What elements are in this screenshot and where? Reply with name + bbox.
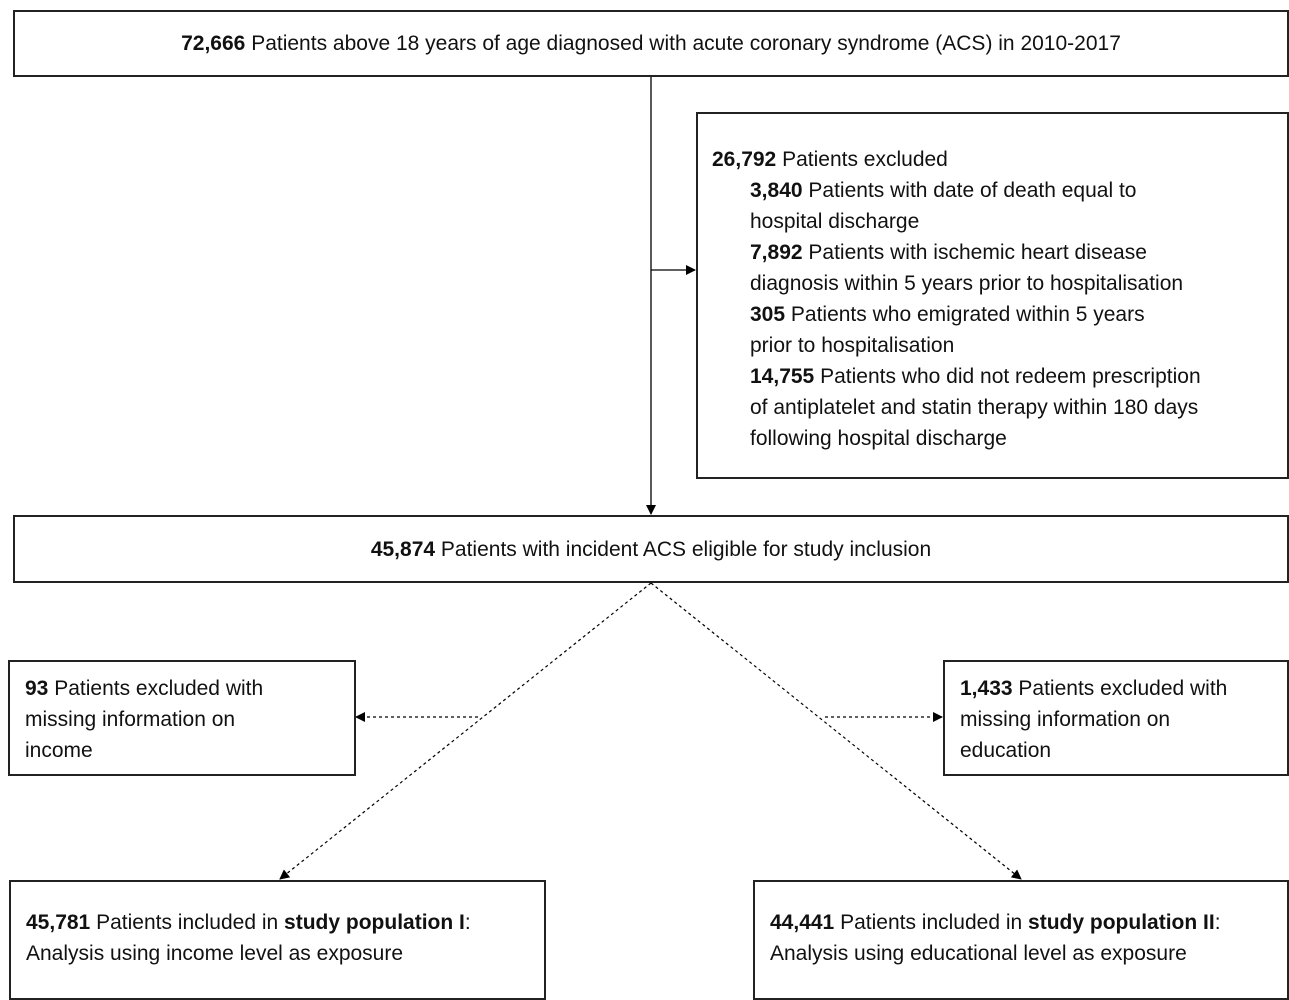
box-line: Analysis using educational level as expo… [770,942,1187,965]
item-list: 3,840 Patients with date of death equal … [712,175,1287,454]
label: Patients above 18 years of age diagnosed… [251,32,1121,55]
label: prior to hospitalisation [750,334,955,357]
label: missing information on [25,708,236,731]
box-line: Analysis using income level as exposure [26,942,404,965]
label: Patients with date of death equal to [808,179,1137,202]
count: 7,892 [750,241,803,264]
label: Patients who did not redeem prescription [820,365,1201,388]
education-excluded-box: 1,433 Patients excluded with missing info… [943,660,1289,776]
box-line: missing information on [25,704,354,735]
group: study population I [284,911,465,934]
excluded-box: 26,792 Patients excluded 3,840 Patients … [696,112,1289,479]
box-header: 26,792 Patients excluded [712,144,1287,175]
box-line: 93 Patients excluded with [25,673,354,704]
label: Patients excluded with [54,677,264,700]
arrow [650,582,1022,880]
box-line: 3,840 Patients with date of death equal … [712,175,1287,206]
population-2-box: 44,441 Patients included in study popula… [753,880,1289,1000]
label: Patients included in [840,911,1023,934]
label: following hospital discharge [750,427,1007,450]
label: Patients included in [96,911,279,934]
suffix: : [464,911,471,934]
box-line: missing information on [960,704,1287,735]
count: 14,755 [750,365,815,388]
label: Patients who emigrated within 5 years [790,303,1145,326]
box-line: 44,441 Patients included in study popula… [770,907,1287,938]
label: diagnosis within 5 years prior to hospit… [750,272,1184,295]
label: Patients with incident ACS eligible for … [440,537,932,561]
suffix: : [1214,911,1221,934]
box-line: diagnosis within 5 years prior to hospit… [712,268,1287,299]
box-line: education [960,735,1287,766]
label: of antiplatelet and statin therapy withi… [750,396,1199,419]
box-line: prior to hospitalisation [712,330,1287,361]
box-line: income [25,735,354,766]
label: Patients excluded [782,148,948,171]
box-text: 72,666 Patients above 18 years of age di… [181,28,1121,59]
box-line: of antiplatelet and statin therapy withi… [712,392,1287,423]
label: hospital discharge [750,210,920,233]
count: 45,874 [370,537,436,561]
box-line: 305 Patients who emigrated within 5 year… [712,299,1287,330]
income-excluded-box: 93 Patients excluded with missing informa… [8,660,356,776]
box-line: 7,892 Patients with ischemic heart disea… [712,237,1287,268]
label: income [25,739,93,762]
box-text: 45,874 Patients with incident ACS eligib… [371,534,931,565]
box-line: 1,433 Patients excluded with [960,673,1287,704]
count: 305 [750,303,786,326]
count: 1,433 [960,677,1013,700]
count: 44,441 [770,911,835,934]
label: Patients excluded with [1018,677,1228,700]
count: 93 [25,677,49,700]
population-1-box: 45,781 Patients included in study popula… [9,880,546,1000]
count: 72,666 [181,32,246,55]
box-line: 45,781 Patients included in study popula… [26,907,544,938]
group: study population II [1028,911,1215,934]
count: 45,781 [26,911,91,934]
count: 3,840 [750,179,803,202]
eligible-box: 45,874 Patients with incident ACS eligib… [13,515,1289,583]
source-box: 72,666 Patients above 18 years of age di… [13,10,1289,77]
count: 26,792 [712,148,777,171]
box-line: 14,755 Patients who did not redeem presc… [712,361,1287,392]
label: Patients with ischemic heart disease [808,241,1147,264]
box-line: following hospital discharge [712,423,1287,454]
label: missing information on [960,708,1171,731]
box-line: hospital discharge [712,206,1287,237]
arrow [279,582,652,880]
label: education [960,739,1052,762]
